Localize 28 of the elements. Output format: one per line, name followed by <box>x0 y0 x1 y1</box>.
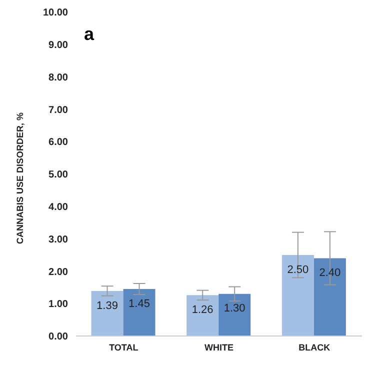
y-tick-label: 1.00 <box>48 299 68 310</box>
y-tick-label: 8.00 <box>48 72 68 84</box>
data-label: 2.40 <box>319 267 341 280</box>
y-tick-label: 10.00 <box>42 8 68 19</box>
y-tick-label: 0.00 <box>48 332 68 343</box>
y-tick-label: 3.00 <box>48 234 68 246</box>
bar <box>314 258 346 336</box>
bar <box>218 294 251 336</box>
y-tick-label: 4.00 <box>48 202 68 213</box>
bar <box>282 255 314 336</box>
data-label: 2.50 <box>287 264 309 276</box>
y-tick-label: 5.00 <box>48 170 68 181</box>
y-axis-title: CANNABIS USE DISORDER, % <box>15 112 26 244</box>
x-tick-label: BLACK <box>298 342 331 352</box>
bar <box>91 290 124 336</box>
x-tick-label: TOTAL <box>109 342 139 352</box>
y-tick-label: 6.00 <box>48 137 68 148</box>
data-label: 1.30 <box>224 302 246 315</box>
y-tick-label: 9.00 <box>48 40 68 51</box>
y-tick-label: 7.00 <box>48 104 68 116</box>
data-label: 1.45 <box>128 298 150 310</box>
x-tick-label: WHITE <box>204 342 234 352</box>
data-label: 1.26 <box>192 304 214 316</box>
bar <box>123 289 156 336</box>
data-label: 1.39 <box>96 300 118 312</box>
y-tick-label: 2.00 <box>48 266 68 278</box>
bar <box>186 295 219 336</box>
text: a <box>84 24 94 45</box>
